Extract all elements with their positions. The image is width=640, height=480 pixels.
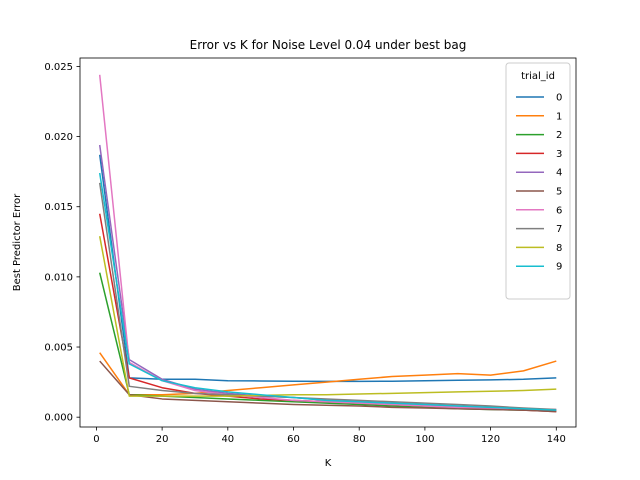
y-tick-label: 0.000 <box>44 413 73 424</box>
legend-label-5: 5 <box>556 187 562 198</box>
legend: trial_id 0 1 2 3 4 5 6 7 8 9 <box>505 62 571 300</box>
y-tick-label: 0.020 <box>44 132 73 143</box>
x-axis-title: K <box>325 458 332 469</box>
legend-label-3: 3 <box>556 149 562 160</box>
x-tick-label: 80 <box>353 434 366 445</box>
series-line-6 <box>98 74 557 411</box>
legend-label-4: 4 <box>556 168 562 179</box>
series-line-1 <box>99 352 557 396</box>
chart-title: Error vs K for Noise Level 0.04 under be… <box>190 38 467 52</box>
y-axis: 0.000 0.005 0.010 0.015 0.020 0.025 <box>44 62 80 424</box>
legend-label-9: 9 <box>556 262 562 273</box>
legend-items: 0 1 2 3 4 5 6 7 8 9 <box>516 93 562 273</box>
y-tick-label: 0.010 <box>44 272 73 283</box>
legend-label-1: 1 <box>556 111 562 122</box>
y-tick-label: 0.025 <box>44 62 73 73</box>
plot-lines <box>98 74 557 413</box>
x-tick-label: 100 <box>415 434 434 445</box>
x-tick-label: 0 <box>93 434 99 445</box>
legend-title: trial_id <box>521 71 555 82</box>
x-tick-label: 40 <box>221 434 234 445</box>
legend-label-0: 0 <box>556 93 562 104</box>
y-axis-title: Best Predictor Error <box>12 193 23 291</box>
legend-label-7: 7 <box>556 224 562 235</box>
x-tick-label: 60 <box>287 434 300 445</box>
series-line-8 <box>98 236 557 397</box>
y-tick-label: 0.005 <box>44 343 73 354</box>
x-tick-label: 140 <box>547 434 566 445</box>
legend-label-2: 2 <box>556 130 562 141</box>
x-tick-label: 20 <box>156 434 169 445</box>
legend-box <box>505 62 571 300</box>
y-tick-label: 0.015 <box>44 202 73 213</box>
series-line-9 <box>98 172 557 411</box>
series-line-5 <box>99 360 557 413</box>
x-tick-label: 120 <box>481 434 500 445</box>
series-line-7 <box>98 182 557 411</box>
legend-label-6: 6 <box>556 205 562 216</box>
plot-frame <box>79 57 577 428</box>
legend-label-8: 8 <box>556 243 562 254</box>
x-axis: 0 20 40 60 80 100 120 140 <box>93 427 566 445</box>
